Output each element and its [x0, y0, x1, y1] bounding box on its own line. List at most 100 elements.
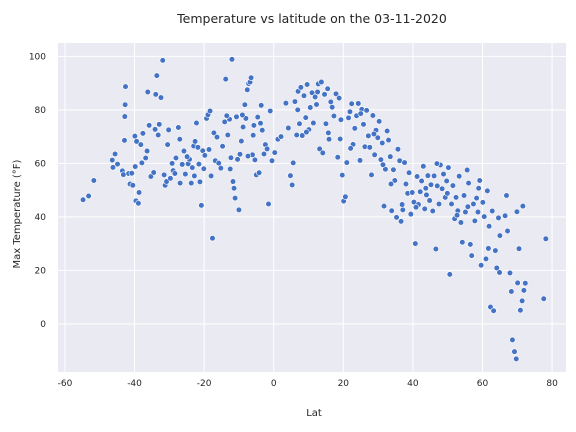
data-point — [241, 101, 248, 108]
x-tick-labels: -60 -40 -20 0 20 40 60 80 — [58, 379, 558, 389]
data-point — [429, 207, 436, 215]
data-point — [360, 121, 367, 128]
data-point — [484, 187, 491, 195]
data-point — [399, 206, 406, 214]
data-point — [421, 205, 428, 212]
data-point — [493, 264, 500, 272]
data-point — [302, 114, 309, 121]
x-tick-label: 0 — [271, 379, 277, 389]
data-point — [293, 131, 300, 139]
data-point — [376, 118, 383, 125]
data-point — [407, 211, 414, 218]
data-points — [79, 56, 549, 362]
data-point — [401, 159, 408, 166]
data-point — [251, 156, 259, 163]
data-point — [339, 172, 346, 179]
data-point — [155, 131, 162, 139]
data-point — [475, 185, 482, 192]
data-point — [256, 169, 263, 176]
data-point — [471, 217, 478, 224]
data-point — [337, 116, 344, 123]
data-point — [459, 239, 466, 246]
data-point — [191, 172, 198, 180]
data-point — [452, 194, 460, 201]
data-point — [296, 120, 303, 127]
data-point — [221, 118, 228, 126]
data-point — [336, 95, 343, 102]
data-point — [462, 208, 469, 216]
data-point — [169, 160, 176, 167]
data-point — [519, 297, 526, 304]
data-point — [191, 138, 199, 145]
data-point — [417, 188, 424, 195]
data-point — [351, 125, 358, 132]
data-point — [128, 170, 135, 177]
data-point — [329, 104, 336, 111]
data-point — [370, 130, 378, 138]
x-tick-label: 60 — [477, 379, 489, 389]
data-point — [413, 173, 421, 180]
y-tick-label: 40 — [35, 213, 47, 223]
data-point — [300, 92, 308, 99]
data-point — [412, 204, 420, 211]
data-point — [177, 180, 184, 187]
data-point — [182, 170, 189, 178]
data-point — [515, 245, 523, 252]
data-point — [503, 192, 510, 199]
y-tick-label: 100 — [29, 52, 46, 62]
data-point — [122, 83, 129, 90]
data-point — [435, 200, 443, 208]
data-point — [496, 232, 503, 239]
data-point — [374, 134, 381, 141]
data-point — [144, 88, 151, 96]
data-point — [121, 137, 128, 144]
data-point — [219, 143, 226, 150]
data-point — [217, 165, 224, 172]
data-point — [490, 307, 497, 314]
data-point — [176, 136, 183, 143]
data-point — [299, 132, 306, 139]
data-point — [188, 180, 195, 187]
data-point — [345, 114, 352, 121]
data-point — [215, 159, 222, 167]
data-point — [307, 104, 314, 111]
data-point — [334, 154, 341, 161]
y-tick-label: 0 — [40, 320, 46, 330]
data-point — [150, 169, 157, 176]
data-point — [132, 163, 139, 170]
data-point — [172, 154, 180, 162]
data-point — [227, 165, 234, 173]
data-point — [356, 157, 364, 164]
y-tick-label: 80 — [35, 106, 47, 116]
data-point — [456, 173, 463, 180]
data-point — [228, 56, 236, 63]
data-point — [506, 269, 514, 277]
data-point — [431, 172, 438, 180]
data-point — [391, 177, 398, 184]
x-tick-label: -40 — [127, 379, 142, 389]
data-point — [486, 223, 493, 230]
y-tick-label: 60 — [35, 159, 47, 169]
data-point — [151, 126, 159, 133]
data-point — [210, 129, 217, 136]
data-point — [482, 255, 490, 262]
data-point — [194, 144, 201, 151]
data-point — [517, 307, 524, 314]
data-point — [409, 189, 416, 196]
data-point — [418, 177, 425, 185]
data-point — [474, 208, 482, 216]
data-point — [380, 203, 388, 210]
data-point — [379, 139, 386, 147]
data-point — [189, 164, 196, 171]
data-point — [201, 152, 208, 159]
data-point — [496, 269, 503, 276]
data-point — [445, 164, 452, 171]
data-point — [175, 124, 182, 131]
data-point — [79, 196, 87, 203]
data-point — [481, 213, 488, 220]
data-point — [321, 91, 328, 98]
data-point — [109, 157, 116, 164]
data-point — [542, 235, 549, 242]
data-point — [183, 153, 191, 160]
data-point — [135, 189, 143, 196]
